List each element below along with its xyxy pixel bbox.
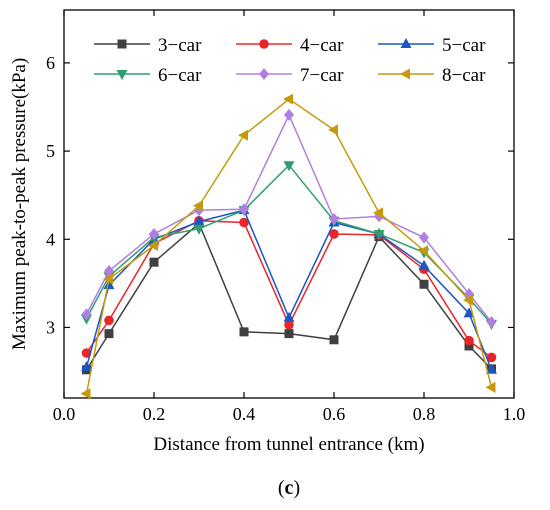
data-point: [104, 329, 114, 339]
caption-letter: c: [285, 477, 294, 499]
data-point: [373, 229, 385, 240]
legend-item: 8−car: [378, 65, 486, 86]
data-point: [464, 341, 474, 351]
legend-marker: [116, 70, 128, 80]
data-point: [81, 348, 92, 358]
data-point: [329, 335, 339, 345]
y-tick-label: 5: [46, 141, 55, 161]
data-point: [239, 217, 249, 228]
data-point: [283, 93, 293, 105]
y-axis-label: Maximum peak-to-peak pressure(kPa): [9, 58, 30, 350]
data-point: [193, 200, 203, 212]
data-point: [238, 129, 248, 141]
data-point: [418, 245, 428, 257]
y-tick-label: 4: [46, 229, 55, 249]
data-point: [464, 335, 474, 346]
x-tick-label: 0.2: [143, 404, 166, 424]
series-4: [81, 161, 497, 330]
data-point: [239, 203, 249, 216]
legend-label: 5−car: [442, 35, 486, 56]
x-tick-label: 0.8: [413, 404, 436, 424]
ticks-layer: 0.0 0.2 0.4 0.6 0.8 1.0 3 4 5 6: [46, 10, 525, 424]
x-tick-label: 0.6: [323, 404, 346, 424]
data-point: [239, 327, 249, 337]
data-point: [148, 239, 158, 251]
legend: 3−car 4−car 5−car 6−car 7−car 8−car: [94, 35, 486, 86]
data-point: [486, 363, 497, 374]
data-point: [463, 307, 475, 318]
legend-label: 6−car: [158, 65, 202, 86]
data-point: [419, 231, 429, 244]
data-point: [81, 361, 92, 372]
data-point: [193, 215, 205, 226]
legend-label: 4−car: [300, 35, 344, 56]
figure-caption: (c): [278, 477, 300, 499]
data-point: [486, 316, 497, 329]
data-point: [463, 294, 473, 306]
series-line: [85, 113, 493, 323]
plot-frame: [63, 9, 515, 399]
series-2: [81, 215, 497, 363]
legend-marker: [117, 39, 127, 49]
x-tick-label: 0.0: [53, 404, 76, 424]
series-layer: [80, 93, 497, 400]
y-tick-label: 3: [46, 317, 55, 337]
data-point: [373, 207, 383, 219]
data-point: [485, 381, 496, 393]
legend-marker: [259, 68, 269, 80]
data-point: [103, 273, 113, 285]
data-point: [81, 308, 92, 321]
data-point: [329, 229, 339, 239]
data-point: [283, 311, 295, 322]
legend-item: 4−car: [236, 35, 344, 56]
data-point: [284, 320, 294, 330]
legend-item: 5−car: [378, 35, 486, 56]
data-point: [149, 257, 159, 267]
legend-item: 6−car: [94, 65, 202, 86]
legend-marker: [259, 39, 269, 49]
data-point: [80, 388, 91, 400]
y-tick-label: 6: [46, 53, 55, 73]
data-point: [329, 212, 339, 225]
legend-marker: [400, 38, 412, 48]
data-point: [103, 279, 115, 290]
legend-label: 8−car: [442, 65, 486, 86]
data-point: [283, 161, 295, 172]
data-point: [284, 108, 294, 121]
series-5: [81, 108, 497, 329]
series-3: [81, 204, 497, 374]
legend-item: 7−car: [236, 65, 344, 86]
legend-item: 3−car: [94, 35, 202, 56]
x-tick-label: 0.4: [233, 404, 256, 424]
data-point: [328, 124, 338, 136]
x-tick-label: 1.0: [503, 404, 526, 424]
data-point: [284, 329, 294, 339]
data-point: [486, 352, 497, 363]
data-point: [104, 265, 114, 278]
legend-marker: [400, 68, 410, 80]
series-6: [80, 93, 496, 400]
x-axis-label: Distance from tunnel entrance (km): [153, 434, 424, 455]
legend-label: 3−car: [158, 35, 202, 56]
data-point: [104, 315, 114, 326]
series-line: [85, 209, 493, 371]
data-point: [418, 259, 430, 270]
data-point: [419, 279, 429, 289]
legend-label: 7−car: [300, 65, 344, 86]
series-line: [85, 164, 493, 325]
data-point: [193, 224, 205, 235]
data-point: [149, 227, 159, 240]
